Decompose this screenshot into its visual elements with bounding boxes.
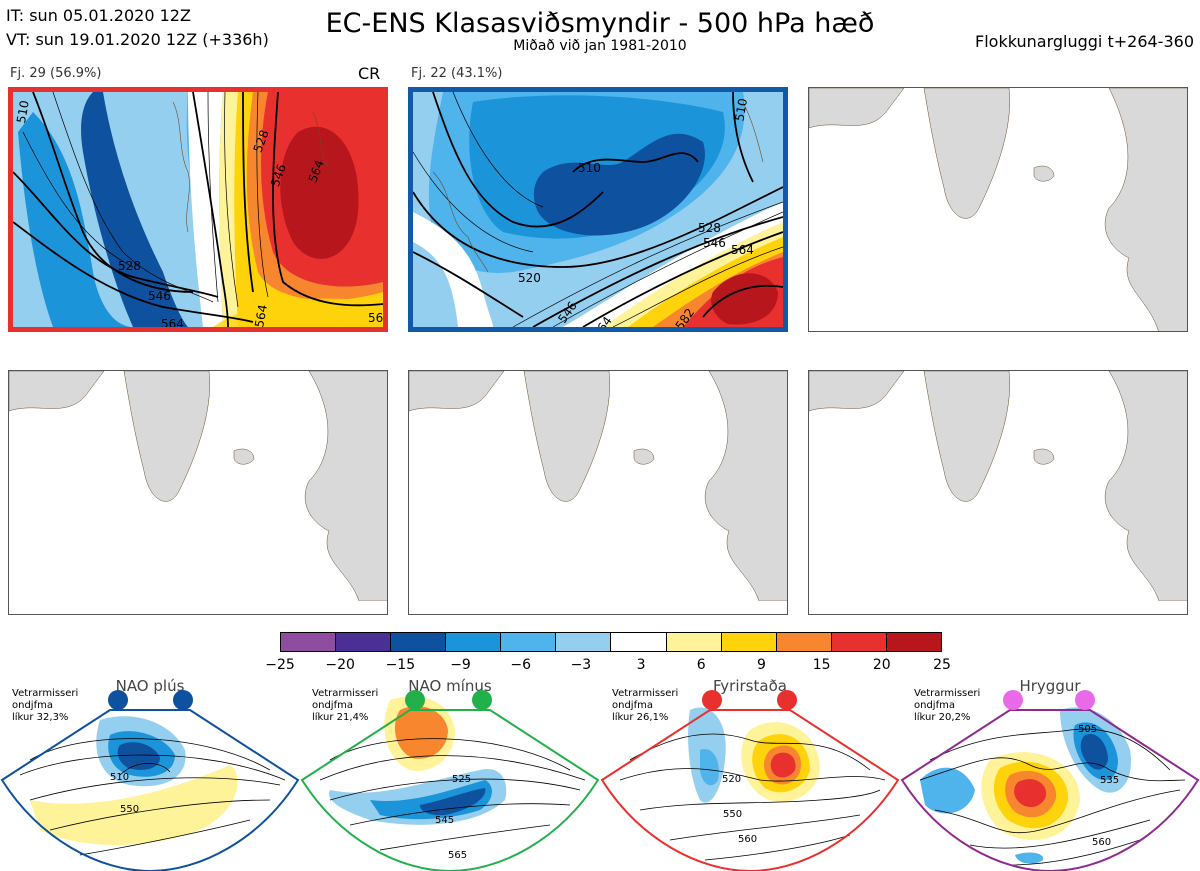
contour-label: 510 [110, 772, 129, 783]
colorbar-swatch [336, 633, 392, 651]
contour-label: 564 [252, 303, 270, 327]
cluster-1-tag: CR [358, 64, 381, 83]
colorbar-tick-label: 20 [872, 657, 891, 673]
land-outline [409, 371, 787, 601]
regime-dot [777, 690, 797, 710]
regime-ridge-name: Hryggur [1019, 677, 1081, 695]
colorbar-swatch [886, 633, 941, 651]
contour-label: 510 [732, 97, 750, 122]
regime-nao-minus-name: NAO mínus [408, 677, 492, 695]
contour-label: 535 [1100, 775, 1119, 786]
colorbar-tick-label: −3 [570, 657, 592, 673]
colorbar-tick-label: 25 [933, 657, 951, 673]
regime-nao-minus-map: 525 545 565 [300, 696, 600, 871]
contour-label: 510 [14, 99, 32, 124]
contour-label: 545 [435, 815, 454, 826]
regime-dot [472, 690, 492, 710]
contour-label: 528 [118, 259, 141, 273]
empty-map-6 [808, 370, 1188, 615]
colorbar-tick-label: 6 [696, 657, 706, 673]
colorbar-swatch [721, 633, 777, 651]
classification-window: Flokkunargluggi t+264-360 [975, 32, 1194, 51]
regime-nao-plus-name: NAO plús [115, 677, 185, 695]
page-subtitle: Miðað við jan 1981-2010 [513, 38, 687, 54]
land-outline [9, 371, 387, 601]
land-outline [809, 371, 1187, 601]
colorbar-swatch [776, 633, 832, 651]
empty-map-4 [8, 370, 388, 615]
regime-dot [108, 690, 128, 710]
colorbar-tick-label: −9 [450, 657, 471, 673]
regime-nao-plus-info: Vetrarmisseri ondjfma líkur 32,3% [12, 688, 79, 723]
contour-label: 525 [452, 774, 471, 785]
colorbar-swatch [391, 633, 447, 651]
regime-dot [1003, 690, 1023, 710]
contour-label: 564 [731, 243, 754, 257]
regime-nao-minus-info: Vetrarmisseri ondjfma líkur 21,4% [312, 688, 379, 723]
colorbar-swatch [556, 633, 612, 651]
colorbar-swatch [281, 633, 337, 651]
regime-dot [1075, 690, 1095, 710]
colorbar-swatch [831, 633, 887, 651]
contour-label: 550 [723, 809, 742, 820]
contour-label: 510 [578, 161, 601, 175]
cluster-2-field: 510 510 528 546 564 520 546 564 582 [413, 92, 783, 327]
regime-ridge-map: 505 535 560 [900, 707, 1200, 871]
regime-dot [405, 690, 425, 710]
contour-label: 528 [698, 221, 721, 235]
regime-dot [173, 690, 193, 710]
colorbar-swatch [446, 633, 502, 651]
regime-blocking-name: Fyrirstaða [713, 677, 787, 695]
regime-ridge-info: Vetrarmisseri ondjfma líkur 20,2% [914, 688, 981, 723]
empty-map-3 [808, 87, 1188, 332]
regime-nao-plus-map: 510 550 [0, 709, 300, 871]
valid-time: VT: sun 19.01.2020 12Z (+336h) [6, 30, 269, 49]
colorbar-tick-label: 15 [812, 657, 831, 673]
cluster-1-label: Fj. 29 (56.9%) [10, 66, 102, 81]
regime-blocking-info: Vetrarmisseri ondjfma líkur 26,1% [612, 688, 679, 723]
contour-label: 560 [738, 834, 757, 845]
colorbar-tick-label: −25 [265, 657, 295, 673]
regime-fans: 510 550 525 545 565 [0, 696, 1200, 871]
colorbar-tick-label: −15 [385, 657, 416, 673]
colorbar-tick-label: −6 [510, 657, 532, 673]
contour-label: 546 [703, 236, 726, 250]
anomaly-colorbar [280, 632, 942, 652]
contour-label: 505 [1078, 724, 1097, 735]
contour-label: 560 [1092, 837, 1111, 848]
colorbar-swatch [501, 633, 557, 651]
cluster-2-label: Fj. 22 (43.1%) [411, 66, 503, 81]
cluster-1-map: 510 528 546 564 528 546 564 564 564 [8, 87, 388, 332]
regime-blocking-map: 520 550 560 [600, 707, 900, 871]
init-time: IT: sun 05.01.2020 12Z [6, 6, 191, 25]
contour-label: 520 [518, 271, 541, 285]
regime-dot [702, 690, 722, 710]
empty-map-5 [408, 370, 788, 615]
contour-label: 564 [368, 311, 383, 325]
contour-label: 520 [722, 774, 741, 785]
land-outline [809, 88, 1187, 331]
colorbar-tick-label: 3 [636, 657, 646, 673]
cluster-2-map: 510 510 528 546 564 520 546 564 582 [408, 87, 788, 332]
colorbar-swatch [611, 633, 667, 651]
contour-label: 564 [161, 317, 184, 327]
contour-label: 546 [148, 289, 171, 303]
cluster-1-field: 510 528 546 564 528 546 564 564 564 [13, 92, 383, 327]
contour-label: 565 [448, 850, 467, 861]
colorbar-swatch [666, 633, 722, 651]
colorbar-tick-label: 9 [756, 657, 766, 673]
colorbar-tick-label: −20 [325, 657, 355, 673]
contour-label: 550 [120, 804, 139, 815]
page-title: EC-ENS Klasasviðsmyndir - 500 hPa hæð [325, 8, 875, 39]
